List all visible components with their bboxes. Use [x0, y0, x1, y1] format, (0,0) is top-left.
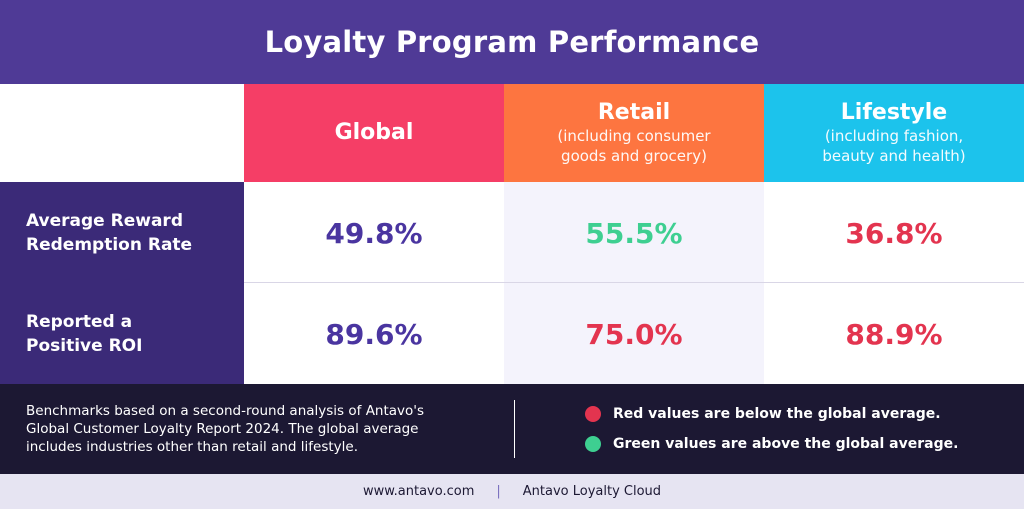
brand-name: Antavo Loyalty Cloud [522, 484, 662, 499]
footnote-line: Global Customer Loyalty Report 2024. The… [26, 421, 419, 437]
column-header-global: Global [244, 84, 504, 182]
column-header-retail: Retail (including consumer goods and gro… [504, 84, 764, 182]
value-redemption-global: 49.8% [325, 216, 423, 250]
value-cell-retail: 75.0% [504, 283, 764, 385]
column-title-global: Global [334, 120, 414, 145]
row-label-line: Positive ROI [26, 336, 143, 356]
table-row: Average Reward Redemption Rate 49.8% 55.… [0, 182, 1024, 284]
column-title-retail: Retail [597, 100, 671, 125]
green-dot-icon [585, 436, 601, 452]
row-divider [244, 282, 1024, 283]
table-header-row: Global Retail (including consumer goods … [0, 84, 1024, 182]
row-label-line: Average Reward [26, 211, 183, 231]
row-label-line: Reported a [26, 312, 133, 332]
legend-item-green: Green values are above the global averag… [585, 436, 958, 452]
value-roi-lifestyle: 88.9% [845, 317, 943, 351]
footnote-line: includes industries other than retail an… [26, 439, 358, 455]
value-redemption-lifestyle: 36.8% [845, 216, 943, 250]
legend-item-red: Red values are below the global average. [585, 406, 941, 422]
column-subtitle-retail-line-1: (including consumer [557, 127, 711, 145]
column-subtitle-lifestyle-line-2: beauty and health) [822, 147, 966, 165]
row-label-redemption-rate: Average Reward Redemption Rate [0, 182, 244, 284]
value-cell-global: 89.6% [244, 283, 504, 385]
benchmark-footnote: Benchmarks based on a second-round analy… [26, 402, 486, 456]
bottom-bar: www.antavo.com | Antavo Loyalty Cloud [0, 474, 1024, 509]
value-redemption-retail: 55.5% [585, 216, 683, 250]
column-title-lifestyle: Lifestyle [840, 100, 948, 125]
value-cell-global: 49.8% [244, 182, 504, 284]
column-header-lifestyle: Lifestyle (including fashion, beauty and… [764, 84, 1024, 182]
column-subtitle-lifestyle-line-1: (including fashion, [824, 127, 964, 145]
footer-panel: Benchmarks based on a second-round analy… [0, 384, 1024, 474]
column-subtitle-retail-line-2: goods and grocery) [561, 147, 707, 165]
value-roi-global: 89.6% [325, 317, 423, 351]
value-cell-lifestyle: 36.8% [764, 182, 1024, 284]
page-title: Loyalty Program Performance [264, 25, 760, 59]
title-banner: Loyalty Program Performance [0, 0, 1024, 84]
value-cell-retail: 55.5% [504, 182, 764, 284]
footnote-line: Benchmarks based on a second-round analy… [26, 403, 425, 419]
website-link[interactable]: www.antavo.com [362, 484, 475, 499]
header-corner-blank [0, 84, 244, 182]
row-label-positive-roi: Reported a Positive ROI [0, 283, 244, 385]
bottom-separator: | [496, 484, 501, 499]
legend-label-green: Green values are above the global averag… [613, 436, 959, 452]
red-dot-icon [585, 406, 601, 422]
table-row: Reported a Positive ROI 89.6% 75.0% 88.9… [0, 283, 1024, 385]
legend-label-red: Red values are below the global average. [613, 406, 941, 422]
value-roi-retail: 75.0% [585, 317, 683, 351]
value-cell-lifestyle: 88.9% [764, 283, 1024, 385]
footer-divider [514, 400, 515, 458]
row-label-line: Redemption Rate [26, 235, 193, 255]
